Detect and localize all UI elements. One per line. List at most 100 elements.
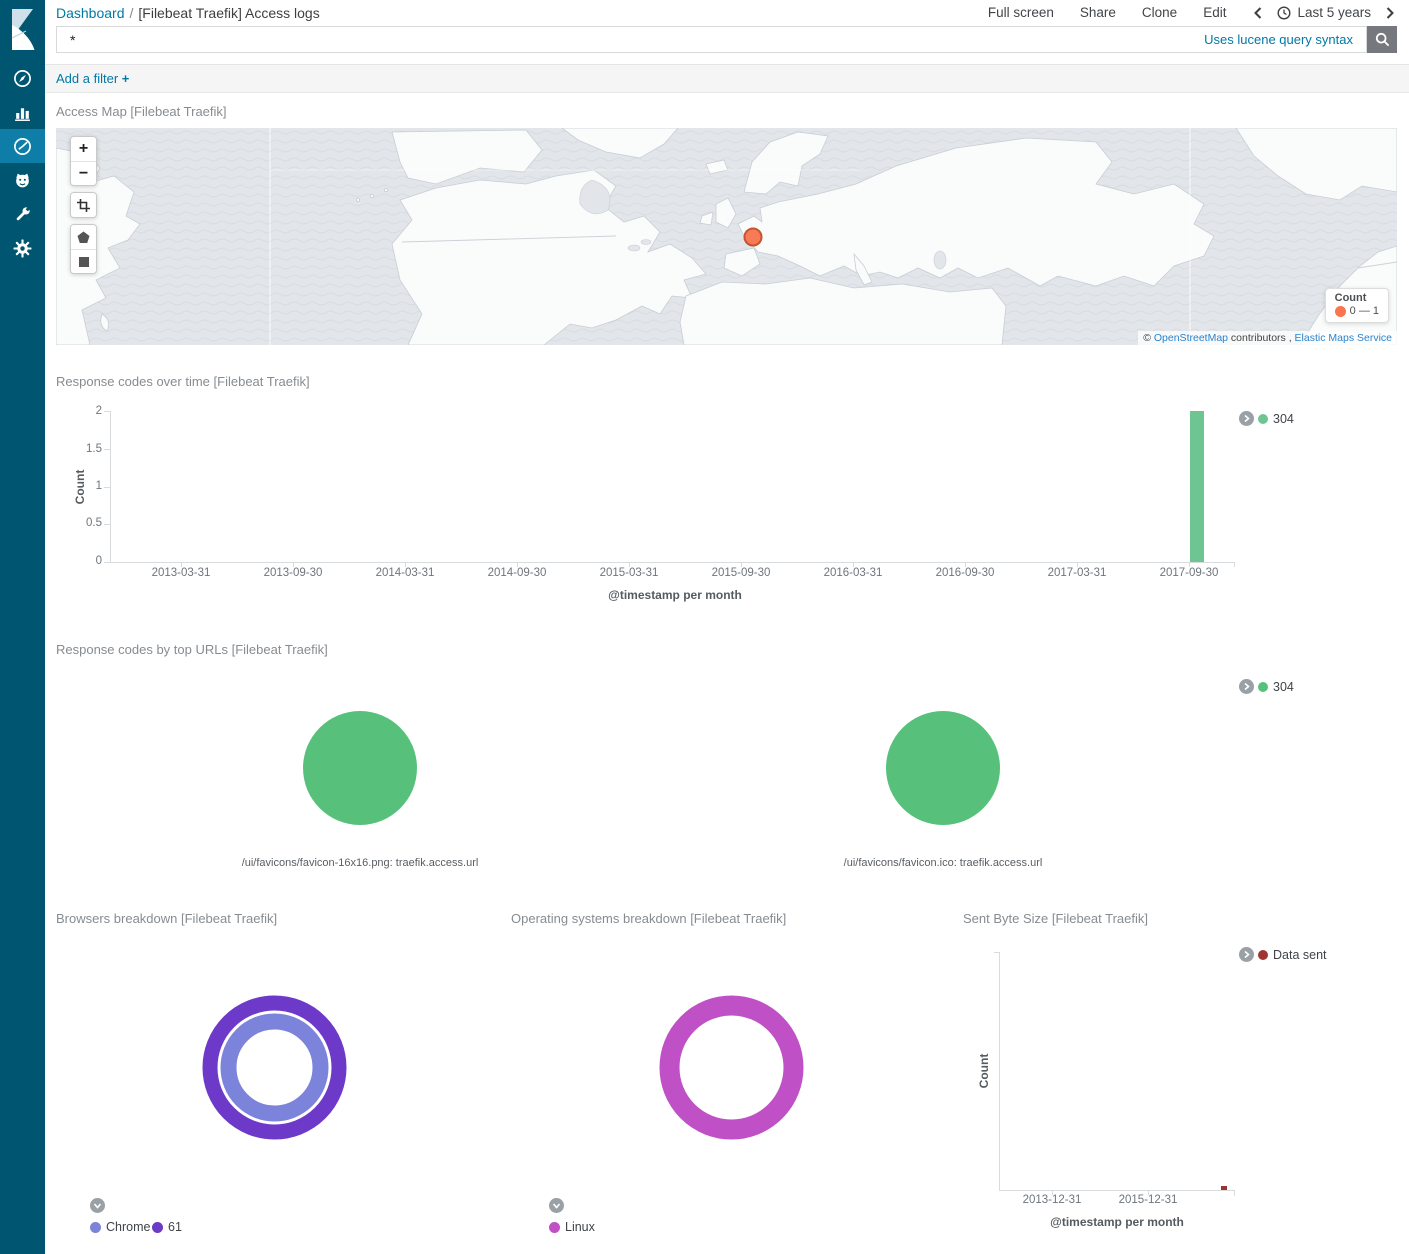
map-legend: Count 0 — 1 <box>1324 288 1389 323</box>
top-bar: Dashboard / [Filebeat Traefik] Access logs… <box>45 0 1409 26</box>
pie-slice-304-favicon-ico[interactable] <box>886 711 1000 825</box>
legend-item-304[interactable]: 304 <box>1258 680 1294 694</box>
legend-toggle-button[interactable] <box>90 1198 105 1213</box>
x-tick: 2015-03-31 <box>599 567 659 579</box>
pie-slice-304-favicon-16x16[interactable] <box>303 711 417 825</box>
bar-304-2017-09-30[interactable] <box>1190 411 1204 562</box>
search-icon <box>1375 32 1389 47</box>
x-tick: 2015-09-30 <box>711 567 771 579</box>
discover-compass-icon <box>14 69 31 87</box>
browsers-donut <box>202 995 347 1140</box>
share-button[interactable]: Share <box>1079 5 1116 20</box>
x-axis-title: @timestamp per month <box>608 588 742 602</box>
panel-title-response-codes-by-top-urls: Response codes by top URLs [Filebeat Tra… <box>56 642 328 657</box>
panel-title-response-codes-over-time: Response codes over time [Filebeat Traef… <box>56 374 310 389</box>
y-axis-title: Count <box>977 1053 991 1089</box>
map-draw-controls <box>70 224 97 274</box>
x-tick: 2013-09-30 <box>263 567 323 579</box>
donut-ring-chrome[interactable] <box>220 1013 329 1122</box>
map-fit-control <box>70 192 97 218</box>
breadcrumb-separator: / <box>129 5 134 21</box>
os-donut <box>659 995 804 1140</box>
crop-icon <box>77 198 90 212</box>
breadcrumb-dashboard-link[interactable]: Dashboard <box>56 5 125 21</box>
time-picker-button[interactable]: Last 5 years <box>1277 5 1371 20</box>
sidebar <box>0 0 45 1254</box>
sidebar-item-discover[interactable] <box>0 61 45 95</box>
chevron-right-icon <box>1244 414 1250 423</box>
map-zoom-controls: + − <box>70 136 97 186</box>
dev-tools-wrench-icon <box>16 206 31 220</box>
map-data-point-marker[interactable] <box>743 227 763 247</box>
sidebar-item-dashboard[interactable] <box>0 129 45 163</box>
x-axis-title: @timestamp per month <box>1050 1215 1184 1229</box>
sidebar-item-management[interactable] <box>0 231 45 265</box>
legend-marker-dot <box>1334 305 1346 317</box>
time-forward-button[interactable] <box>1371 6 1399 19</box>
chevron-right-icon <box>1244 950 1250 959</box>
openstreetmap-link[interactable]: OpenStreetMap <box>1153 332 1229 344</box>
legend-toggle-button[interactable] <box>1239 679 1254 694</box>
time-range-label: Last 5 years <box>1297 5 1371 20</box>
sidebar-item-visualize[interactable] <box>0 95 45 129</box>
y-tick: 1 <box>95 480 102 492</box>
draw-rectangle-button[interactable] <box>71 249 96 273</box>
legend-toggle-button[interactable] <box>1239 411 1254 426</box>
search-input[interactable] <box>56 26 1367 53</box>
full-screen-button[interactable]: Full screen <box>987 5 1054 20</box>
elastic-maps-service-link[interactable]: Elastic Maps Service <box>1294 332 1392 344</box>
legend-toggle-button[interactable] <box>549 1198 564 1213</box>
lucene-syntax-link[interactable]: Uses lucene query syntax <box>1204 32 1353 47</box>
time-back-button[interactable] <box>1239 6 1277 19</box>
access-map[interactable]: + − Count 0 — 1 <box>56 128 1397 345</box>
panel-title-access-map: Access Map [Filebeat Traefik] <box>56 104 227 119</box>
map-zoom-in-button[interactable]: + <box>71 137 96 161</box>
chevron-right-icon <box>1386 6 1394 19</box>
panel-title-browsers-breakdown: Browsers breakdown [Filebeat Traefik] <box>56 911 278 926</box>
donut-ring-linux[interactable] <box>659 995 804 1140</box>
x-tick: 2016-03-31 <box>823 567 883 579</box>
chevron-right-icon <box>1244 682 1250 691</box>
x-tick: 2013-12-31 <box>1022 1194 1082 1206</box>
breadcrumb: Dashboard / [Filebeat Traefik] Access logs <box>56 5 320 21</box>
map-fit-bounds-button[interactable] <box>71 193 96 217</box>
plus-icon: + <box>121 71 130 86</box>
rectangle-icon <box>78 256 89 267</box>
map-attribution: © OpenStreetMap contributors , Elastic M… <box>1138 331 1397 345</box>
legend-toggle-button[interactable] <box>1239 947 1254 962</box>
x-tick: 2015-12-31 <box>1118 1194 1178 1206</box>
legend-item-data-sent[interactable]: Data sent <box>1258 948 1327 962</box>
draw-polygon-button[interactable] <box>71 225 96 249</box>
kibana-logo[interactable] <box>0 0 45 56</box>
pie-label: /ui/favicons/favicon-16x16.png: traefik.… <box>241 857 479 869</box>
sidebar-item-dev-tools[interactable] <box>0 197 45 231</box>
legend-item-304[interactable]: 304 <box>1258 412 1294 426</box>
legend-item-linux[interactable]: Linux <box>549 1220 595 1234</box>
map-legend-title: Count <box>1334 292 1367 304</box>
search-button[interactable] <box>1367 26 1397 53</box>
query-bar: Uses lucene query syntax <box>56 26 1397 53</box>
edit-button[interactable]: Edit <box>1203 5 1227 20</box>
sidebar-item-timelion[interactable] <box>0 163 45 197</box>
dashboard-gauge-icon <box>14 137 31 155</box>
chevron-left-icon <box>1254 6 1262 19</box>
panel-title-os-breakdown: Operating systems breakdown [Filebeat Tr… <box>511 911 787 926</box>
donut-ring-61[interactable] <box>202 995 347 1140</box>
visualize-bar-chart-icon <box>15 107 30 121</box>
add-filter-button[interactable]: Add a filter + <box>56 71 130 86</box>
x-tick: 2016-09-30 <box>935 567 995 579</box>
x-tick: 2017-03-31 <box>1047 567 1107 579</box>
map-zoom-out-button[interactable]: − <box>71 161 96 185</box>
x-tick: 2013-03-31 <box>151 567 211 579</box>
bar-data-sent[interactable] <box>1221 1186 1227 1190</box>
legend-item-chrome[interactable]: Chrome <box>90 1220 150 1234</box>
clone-button[interactable]: Clone <box>1141 5 1178 20</box>
chevron-down-icon <box>552 1203 561 1209</box>
panel-title-sent-byte-size: Sent Byte Size [Filebeat Traefik] <box>963 911 1148 926</box>
top-actions: Full screen Share Clone Edit Last 5 year… <box>975 5 1399 20</box>
clock-icon <box>1277 5 1291 20</box>
y-tick: 1.5 <box>86 443 102 455</box>
y-tick: 0.5 <box>86 517 102 529</box>
legend-item-61[interactable]: 61 <box>152 1220 182 1234</box>
